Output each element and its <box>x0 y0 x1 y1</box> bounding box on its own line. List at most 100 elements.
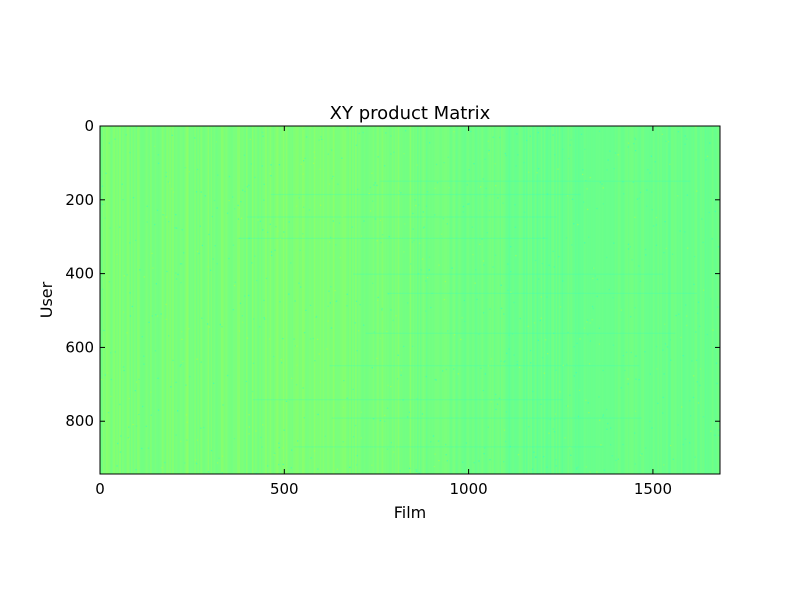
heatmap-cell <box>445 443 447 446</box>
heatmap-cell <box>228 199 230 202</box>
heatmap-cell <box>263 183 265 185</box>
heatmap-cell <box>690 415 692 417</box>
heatmap-column <box>363 126 366 474</box>
heatmap-cell <box>390 135 392 137</box>
heatmap-cell <box>270 164 272 166</box>
heatmap-cell <box>376 357 378 360</box>
heatmap-cell <box>181 338 183 340</box>
heatmap-cell <box>657 402 659 404</box>
heatmap-cell <box>216 263 218 265</box>
heatmap-cell <box>509 445 511 448</box>
heatmap-cell <box>212 258 214 260</box>
heatmap-column <box>201 126 204 474</box>
heatmap-column <box>501 126 503 474</box>
heatmap-cell <box>445 368 447 371</box>
heatmap-column <box>635 126 637 474</box>
heatmap-column <box>133 126 136 474</box>
heatmap-column <box>676 126 679 474</box>
heatmap-cell <box>677 131 680 133</box>
heatmap-cell <box>125 134 127 136</box>
heatmap-column <box>496 126 499 474</box>
heatmap-column <box>335 126 338 474</box>
heatmap-cell <box>303 160 305 162</box>
heatmap-cell <box>186 439 188 441</box>
heatmap-cell <box>571 198 574 200</box>
heatmap-row <box>329 365 640 367</box>
heatmap-cell <box>233 284 236 287</box>
heatmap-cell <box>182 360 184 363</box>
heatmap-column <box>425 126 428 474</box>
heatmap-cell <box>489 459 491 461</box>
heatmap-cell <box>416 398 418 400</box>
heatmap-column <box>338 126 341 474</box>
heatmap-cell <box>504 152 506 155</box>
heatmap-column <box>399 126 402 474</box>
heatmap-cell <box>518 366 521 368</box>
heatmap-cell <box>177 273 179 276</box>
heatmap-cell <box>317 338 319 340</box>
heatmap-cell <box>484 447 486 449</box>
heatmap-cell <box>426 191 429 193</box>
heatmap-column <box>147 126 149 474</box>
heatmap-column <box>369 126 372 474</box>
heatmap-column <box>613 126 615 474</box>
heatmap-column <box>235 126 238 474</box>
heatmap-cell <box>245 380 248 383</box>
heatmap-cell <box>154 350 157 352</box>
heatmap-column <box>296 126 298 474</box>
heatmap-cell <box>283 231 285 233</box>
heatmap-column <box>473 126 475 474</box>
heatmap-cell <box>712 329 714 331</box>
heatmap-column <box>378 126 381 474</box>
heatmap-cell <box>586 188 588 190</box>
heatmap-cell <box>222 404 224 406</box>
heatmap-column <box>360 126 363 474</box>
heatmap-cell <box>622 355 624 357</box>
heatmap-cell <box>107 411 110 414</box>
heatmap-column <box>406 126 409 474</box>
heatmap-cell <box>464 320 466 323</box>
heatmap-column <box>400 126 403 474</box>
heatmap-cell <box>434 214 436 216</box>
heatmap-cell <box>180 282 182 284</box>
heatmap-column <box>294 126 297 474</box>
heatmap-column <box>593 126 596 474</box>
y-tick-label: 400 <box>65 265 94 283</box>
heatmap-cell <box>278 463 280 466</box>
heatmap-cell <box>460 338 462 341</box>
heatmap-column <box>582 126 584 474</box>
heatmap-cell <box>246 337 249 339</box>
heatmap-column <box>592 126 595 474</box>
heatmap-cell <box>381 234 384 236</box>
heatmap-column <box>107 126 110 474</box>
heatmap-column <box>250 126 253 474</box>
heatmap-cell <box>165 318 167 320</box>
heatmap-column <box>483 126 486 474</box>
heatmap-cell <box>634 216 636 218</box>
heatmap-cell <box>234 208 236 210</box>
heatmap-column <box>694 126 696 474</box>
heatmap-cell <box>213 199 216 202</box>
heatmap-cell <box>620 309 622 311</box>
heatmap-cell <box>435 163 438 166</box>
heatmap-cell <box>554 154 556 156</box>
heatmap-column <box>664 126 667 474</box>
heatmap-column <box>627 126 630 474</box>
heatmap-cell <box>487 365 489 367</box>
heatmap-column <box>455 126 458 474</box>
heatmap-cell <box>549 418 551 421</box>
heatmap-cell <box>373 331 375 333</box>
heatmap-column <box>276 126 279 474</box>
heatmap-column <box>533 126 536 474</box>
heatmap-cell <box>422 211 424 213</box>
heatmap-cell <box>305 136 308 138</box>
heatmap-cell <box>267 231 269 233</box>
heatmap-cell <box>682 126 684 128</box>
heatmap-cell <box>533 451 535 453</box>
heatmap-cell <box>587 319 589 321</box>
heatmap-cell <box>410 263 412 265</box>
heatmap-column <box>328 126 331 474</box>
heatmap-cell <box>330 236 332 239</box>
heatmap-cell <box>517 454 520 456</box>
heatmap-cell <box>540 317 542 319</box>
